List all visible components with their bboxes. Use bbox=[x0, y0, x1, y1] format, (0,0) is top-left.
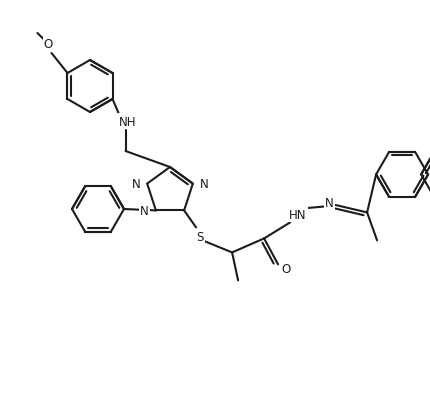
Text: HN: HN bbox=[289, 209, 307, 221]
Text: N: N bbox=[132, 178, 140, 190]
Text: N: N bbox=[325, 196, 334, 209]
Text: O: O bbox=[44, 37, 53, 51]
Text: N: N bbox=[140, 205, 149, 217]
Text: S: S bbox=[197, 230, 204, 243]
Text: NH: NH bbox=[119, 115, 136, 128]
Text: N: N bbox=[200, 178, 209, 190]
Text: O: O bbox=[282, 262, 291, 275]
